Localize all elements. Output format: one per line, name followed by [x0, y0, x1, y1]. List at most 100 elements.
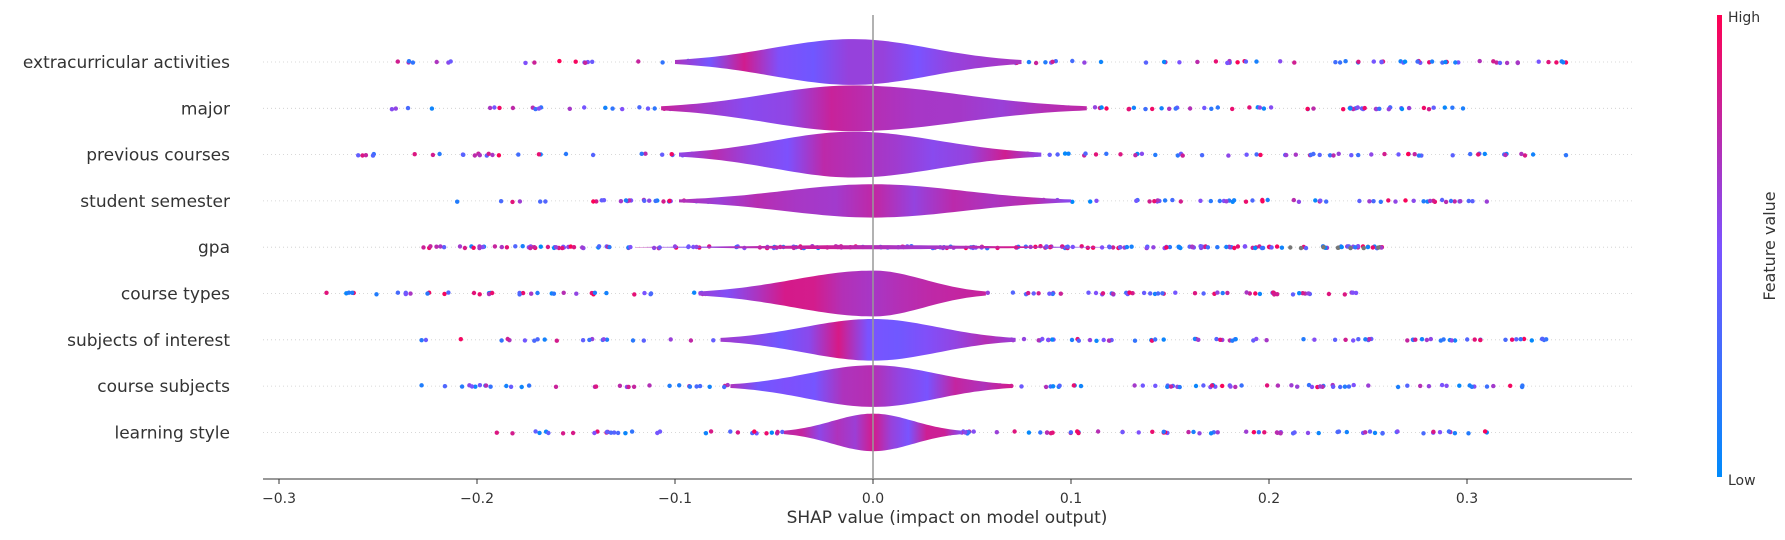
point-6-80: [505, 336, 510, 342]
feature-label-5: course types: [121, 285, 230, 305]
point-6-90: [1351, 338, 1356, 343]
point-7-101: [1484, 384, 1490, 389]
point-7-43: [1233, 384, 1238, 390]
point-1-90: [1257, 105, 1263, 110]
feature-label-6: subjects of interest: [67, 331, 230, 351]
point-3-88: [623, 198, 629, 203]
point-1-64: [1442, 105, 1448, 110]
point-0-44: [1143, 60, 1149, 65]
point-7-74: [473, 384, 478, 389]
point-7-16: [508, 384, 514, 389]
violin-3: [679, 184, 1071, 218]
point-5-120: [1225, 290, 1230, 296]
point-7-18: [459, 384, 465, 389]
point-2-35: [1522, 153, 1528, 158]
point-6-62: [1514, 337, 1519, 342]
point-1-72: [510, 105, 516, 111]
point-4-190: [607, 244, 612, 250]
point-8-17: [735, 430, 741, 435]
point-2-53: [1258, 152, 1263, 158]
x-tick-label-6: 0.3: [1456, 491, 1478, 507]
point-5-115: [592, 290, 598, 295]
point-4-52: [441, 245, 447, 250]
point-2-67: [477, 153, 482, 158]
point-4-126: [1274, 244, 1280, 249]
point-3-39: [1088, 199, 1093, 204]
point-2-109: [1180, 153, 1185, 158]
point-4-131: [462, 245, 468, 251]
point-7-45: [1153, 383, 1158, 388]
point-3-54: [1217, 198, 1223, 204]
point-8-11: [1150, 429, 1155, 434]
point-3-120: [1224, 199, 1229, 204]
point-2-93: [1118, 152, 1123, 157]
point-4-196: [1176, 244, 1181, 249]
point-6-61: [1465, 337, 1470, 342]
point-8-76: [775, 429, 780, 435]
point-1-29: [1131, 105, 1137, 111]
point-8-58: [966, 430, 971, 435]
point-0-88: [1443, 59, 1448, 65]
point-4-211: [1279, 245, 1285, 250]
point-8-102: [1095, 429, 1101, 434]
point-7-2: [1395, 384, 1401, 390]
point-5-74: [1297, 291, 1302, 296]
point-1-99: [1377, 106, 1382, 112]
point-4-78: [672, 244, 678, 249]
point-6-114: [1196, 337, 1201, 342]
point-7-57: [1228, 384, 1233, 389]
point-5-27: [642, 290, 647, 296]
point-2-29: [1412, 152, 1417, 157]
point-3-91: [1403, 198, 1408, 203]
point-6-10: [1478, 337, 1483, 343]
point-4-182: [1144, 245, 1150, 250]
point-1-91: [1187, 106, 1193, 111]
point-4-193: [520, 244, 525, 249]
point-5-99: [535, 290, 540, 296]
point-4-94: [1303, 245, 1309, 251]
point-6-25: [604, 337, 610, 342]
point-0-10: [1337, 60, 1343, 65]
point-8-105: [1421, 431, 1426, 436]
point-1-103: [1355, 105, 1361, 110]
point-5-77: [477, 292, 482, 297]
point-4-160: [1110, 245, 1116, 250]
point-8-85: [604, 429, 610, 435]
point-5-97: [517, 292, 522, 297]
point-6-89: [1452, 338, 1458, 343]
point-3-58: [661, 199, 666, 204]
point-5-21: [395, 290, 401, 295]
point-4-39: [1129, 244, 1134, 249]
point-6-102: [1540, 336, 1545, 342]
point-6-4: [1312, 337, 1317, 342]
point-4-201: [1348, 245, 1353, 251]
point-3-112: [642, 198, 647, 203]
point-5-61: [1036, 291, 1041, 296]
point-6-87: [1050, 337, 1055, 342]
point-4-45: [1085, 245, 1091, 250]
point-5-76: [1215, 290, 1220, 295]
point-1-18: [1311, 106, 1316, 111]
point-0-114: [1554, 60, 1559, 65]
point-3-101: [1231, 198, 1237, 203]
point-7-95: [647, 383, 652, 388]
point-3-21: [1411, 198, 1416, 203]
point-1-76: [1159, 106, 1164, 111]
point-2-116: [412, 152, 417, 157]
point-7-29: [1366, 383, 1371, 388]
point-2-27: [496, 153, 502, 158]
point-7-85: [1426, 384, 1432, 389]
point-6-34: [1509, 337, 1515, 342]
point-0-89: [1546, 59, 1551, 65]
point-8-23: [546, 430, 551, 436]
point-3-57: [1367, 199, 1372, 204]
point-2-38: [1406, 151, 1411, 157]
point-7-113: [1519, 384, 1525, 390]
point-6-27: [458, 337, 463, 342]
point-1-89: [497, 105, 502, 111]
point-8-53: [1244, 429, 1249, 434]
point-6-41: [1076, 338, 1082, 343]
point-1-69: [1215, 105, 1221, 110]
point-3-94: [510, 199, 515, 205]
point-6-24: [423, 337, 429, 343]
